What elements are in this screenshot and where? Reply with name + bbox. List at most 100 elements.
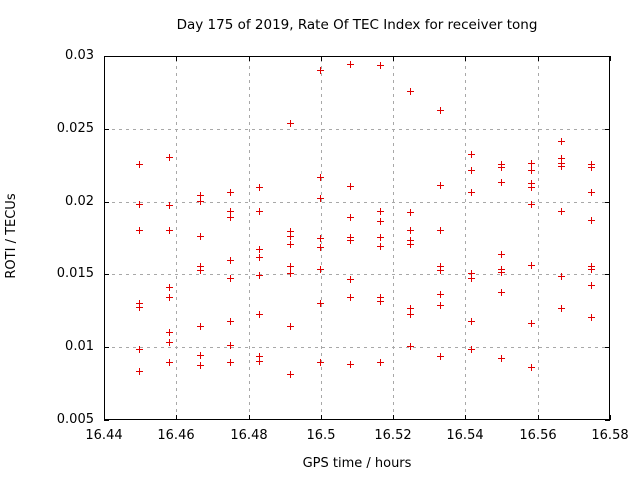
y-axis-tick bbox=[104, 202, 109, 203]
data-point-marker bbox=[226, 359, 234, 367]
x-tick-label: 16.58 bbox=[591, 428, 629, 443]
y-axis-tick bbox=[104, 56, 109, 57]
data-point-marker bbox=[136, 226, 144, 234]
data-point-marker bbox=[437, 226, 445, 234]
data-point-marker bbox=[226, 257, 234, 265]
data-point-marker bbox=[316, 66, 324, 74]
data-point-marker bbox=[377, 217, 385, 225]
data-point-marker bbox=[136, 303, 144, 311]
data-point-marker bbox=[437, 290, 445, 298]
data-point-marker bbox=[256, 271, 264, 279]
x-axis-tick bbox=[176, 415, 177, 420]
x-tick-label: 16.46 bbox=[157, 428, 195, 443]
gridline-horizontal bbox=[105, 347, 609, 348]
data-point-marker bbox=[346, 183, 354, 191]
y-axis-tick bbox=[104, 347, 109, 348]
data-point-marker bbox=[196, 263, 204, 271]
data-point-marker bbox=[316, 244, 324, 252]
gridline-vertical bbox=[393, 57, 394, 419]
data-point-marker bbox=[286, 120, 294, 128]
data-point-marker bbox=[557, 162, 565, 170]
x-tick-label: 16.52 bbox=[374, 428, 412, 443]
data-point-marker bbox=[497, 251, 505, 259]
data-point-marker bbox=[467, 151, 475, 158]
data-point-marker bbox=[437, 302, 445, 310]
x-axis-tick bbox=[610, 415, 611, 420]
data-point-marker bbox=[196, 191, 204, 199]
data-point-marker bbox=[437, 267, 445, 275]
data-point-marker bbox=[377, 298, 385, 306]
data-point-marker bbox=[527, 159, 535, 167]
gridline-vertical bbox=[538, 57, 539, 419]
x-axis-tick-mirror bbox=[249, 56, 250, 61]
data-point-marker bbox=[196, 197, 204, 205]
chart-title: Day 175 of 2019, Rate Of TEC Index for r… bbox=[176, 17, 538, 33]
data-point-marker bbox=[377, 242, 385, 250]
data-point-marker bbox=[527, 167, 535, 175]
x-axis-tick bbox=[249, 415, 250, 420]
data-point-marker bbox=[256, 245, 264, 253]
data-point-marker bbox=[316, 266, 324, 274]
y-axis-tick-mirror bbox=[605, 129, 610, 130]
y-tick-label: 0.03 bbox=[65, 48, 94, 63]
data-point-marker bbox=[557, 305, 565, 313]
x-tick-label: 16.54 bbox=[446, 428, 484, 443]
gridline-vertical bbox=[465, 57, 466, 419]
data-point-marker bbox=[256, 357, 264, 365]
y-axis-tick bbox=[104, 274, 109, 275]
data-point-marker bbox=[286, 241, 294, 249]
data-point-marker bbox=[226, 188, 234, 196]
data-point-marker bbox=[437, 353, 445, 361]
x-axis-tick-mirror bbox=[538, 56, 539, 61]
y-axis-tick-mirror bbox=[605, 274, 610, 275]
data-point-marker bbox=[226, 318, 234, 326]
x-tick-label: 16.56 bbox=[519, 428, 557, 443]
data-point-marker bbox=[316, 174, 324, 182]
data-point-marker bbox=[467, 318, 475, 326]
data-point-marker bbox=[346, 236, 354, 244]
y-axis-tick bbox=[104, 129, 109, 130]
data-point-marker bbox=[407, 305, 415, 313]
y-axis-tick-mirror bbox=[605, 56, 610, 57]
y-tick-label: 0.005 bbox=[56, 412, 94, 427]
x-axis-tick bbox=[321, 415, 322, 420]
data-point-marker bbox=[226, 274, 234, 282]
x-axis-tick bbox=[538, 415, 539, 420]
data-point-marker bbox=[587, 216, 595, 224]
data-point-marker bbox=[286, 370, 294, 378]
data-point-marker bbox=[226, 213, 234, 221]
data-point-marker bbox=[377, 359, 385, 367]
data-point-marker bbox=[316, 194, 324, 202]
x-axis-tick-mirror bbox=[176, 56, 177, 61]
x-tick-label: 16.5 bbox=[306, 428, 336, 443]
data-point-marker bbox=[286, 322, 294, 330]
data-point-marker bbox=[407, 343, 415, 351]
data-point-marker bbox=[166, 338, 174, 346]
data-point-marker bbox=[316, 235, 324, 243]
data-point-marker bbox=[587, 314, 595, 322]
data-point-marker bbox=[136, 346, 144, 354]
data-point-marker bbox=[286, 232, 294, 240]
data-point-marker bbox=[497, 178, 505, 186]
data-point-marker bbox=[467, 346, 475, 354]
data-point-marker bbox=[587, 164, 595, 172]
data-point-marker bbox=[166, 328, 174, 336]
data-point-marker bbox=[166, 153, 174, 161]
data-point-marker bbox=[437, 263, 445, 271]
data-point-marker bbox=[557, 207, 565, 215]
data-point-marker bbox=[346, 360, 354, 368]
data-point-marker bbox=[407, 88, 415, 96]
data-point-marker bbox=[196, 232, 204, 240]
data-point-marker bbox=[166, 226, 174, 234]
data-point-marker bbox=[377, 207, 385, 215]
data-point-marker bbox=[407, 226, 415, 234]
data-point-marker bbox=[286, 228, 294, 236]
data-point-marker bbox=[497, 354, 505, 362]
y-tick-label: 0.015 bbox=[56, 266, 94, 281]
data-point-marker bbox=[166, 359, 174, 367]
data-point-marker bbox=[196, 362, 204, 370]
y-tick-label: 0.02 bbox=[65, 194, 94, 209]
data-point-marker bbox=[527, 363, 535, 371]
x-axis-tick bbox=[104, 415, 105, 420]
